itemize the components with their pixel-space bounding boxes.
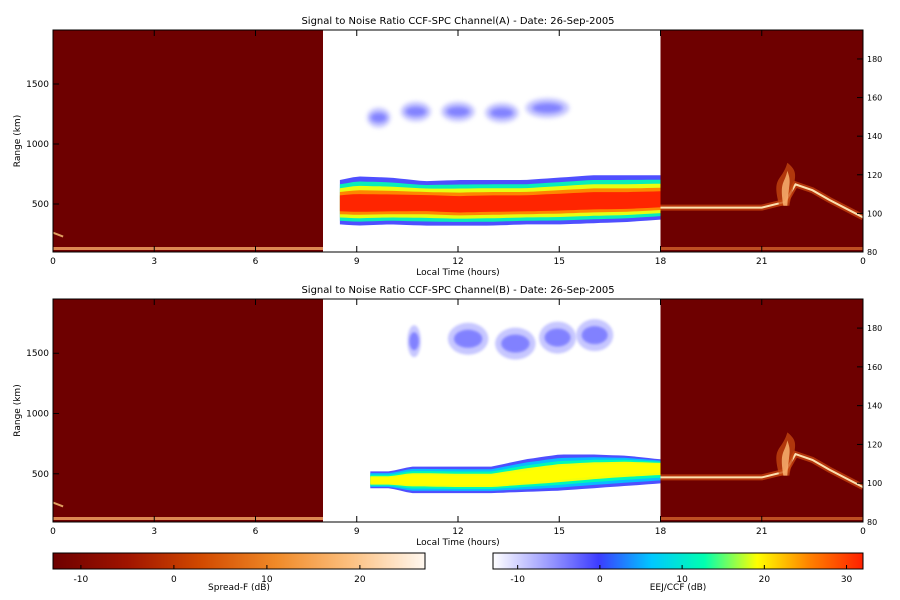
ccf-patch-core-1 (453, 329, 483, 348)
x-tick-label: 6 (253, 527, 259, 537)
colorbar-tick-label: 10 (676, 575, 688, 585)
y-tick-label: 1500 (26, 80, 49, 90)
x-axis-label: Local Time (hours) (416, 538, 499, 548)
x-tick-label: 21 (756, 257, 767, 267)
eej-band-core (339, 191, 661, 213)
plot-content (53, 319, 863, 520)
y-tick-label: 1500 (26, 349, 49, 359)
x-tick-label: 9 (354, 527, 360, 537)
x-tick-label: 9 (354, 257, 360, 267)
x-tick-label: 12 (452, 257, 463, 267)
colorbar-tick-label: -10 (510, 575, 525, 585)
night-block-morning (53, 299, 323, 522)
x-tick-label: 15 (554, 257, 565, 267)
eej-band (339, 175, 661, 226)
y-tick-label: 500 (32, 470, 49, 480)
x-tick-label: 0 (860, 527, 866, 537)
y2-tick-label: 100 (867, 209, 882, 218)
chart-title: Signal to Noise Ratio CCF-SPC Channel(A)… (301, 16, 614, 27)
panel-a: 0 3 6 9 12 15 18 21 0 500 1000 1500 80 100 120 140 160 18… (13, 16, 882, 278)
x-axis-label: Local Time (hours) (416, 268, 499, 278)
colorbar-tick-label: 10 (261, 575, 273, 585)
x-tick-label: 18 (655, 527, 667, 537)
spreadf-bottom-line-morning (53, 247, 323, 250)
ccf-patch-core-2 (446, 106, 470, 117)
eej-band-core (370, 463, 661, 486)
spreadf-bottom-line-morning (53, 517, 323, 520)
colorbar-eej-label: EEJ/CCF (dB) (650, 583, 707, 593)
ccf-patch-core-0 (409, 332, 419, 351)
x-tick-label: 0 (50, 257, 56, 267)
colorbar-tick-label: 20 (759, 575, 771, 585)
colorbar-eej: EEJ/CCF (dB) -10 0 10 20 30 (492, 552, 864, 593)
colorbar-spreadf-ramp (52, 552, 426, 570)
spreadf-plume-inner (781, 440, 790, 476)
y2-tick-label: 120 (867, 171, 882, 180)
ccf-patches (407, 319, 614, 360)
y-tick-label: 1000 (26, 410, 49, 420)
colorbar-tick-label: 0 (597, 575, 603, 585)
colorbar-tick-label: 0 (171, 575, 177, 585)
y2-tick-label: 160 (867, 363, 882, 372)
x-tick-label: 0 (50, 527, 56, 537)
colorbar-spreadf: Spread-F (dB) -10 0 10 20 (52, 552, 426, 593)
y2-tick-label: 80 (867, 248, 877, 257)
ccf-patches (366, 98, 570, 128)
x-tick-label: 21 (756, 527, 767, 537)
chart-title: Signal to Noise Ratio CCF-SPC Channel(B)… (301, 285, 614, 296)
colorbar-eej-ramp (492, 552, 864, 570)
y-axis-label: Range (km) (13, 384, 23, 436)
y-tick-label: 500 (32, 200, 49, 210)
x-tick-label: 15 (554, 527, 565, 537)
ccf-patch-core-2 (501, 334, 530, 353)
night-block-evening (660, 299, 863, 522)
night-block-morning (53, 30, 323, 252)
y-axis-label: Range (km) (13, 115, 23, 167)
ccf-patch-core-3 (544, 328, 571, 347)
ccf-patch-core-3 (490, 107, 514, 118)
y2-tick-label: 160 (867, 94, 882, 103)
x-tick-label: 6 (253, 257, 259, 267)
y2-tick-label: 80 (867, 518, 877, 527)
ccf-patch-core-1 (405, 106, 427, 117)
ccf-patch-core-4 (581, 326, 608, 345)
y2-tick-label: 100 (867, 479, 882, 488)
ccf-patch-core-4 (532, 103, 563, 113)
night-block-evening (660, 30, 863, 252)
colorbar-spreadf-label: Spread-F (dB) (208, 583, 270, 593)
spreadf-morning-streak (53, 231, 64, 238)
plot-content (53, 98, 863, 250)
y2-tick-label: 140 (867, 402, 882, 411)
colorbar-tick-label: 30 (841, 575, 853, 585)
ccf-patch-core-0 (370, 112, 387, 123)
y2-tick-label: 140 (867, 132, 882, 141)
y2-tick-label: 180 (867, 55, 882, 64)
y2-tick-label: 180 (867, 324, 882, 333)
spreadf-plume-inner (781, 170, 790, 206)
x-tick-label: 3 (151, 257, 157, 267)
spreadf-morning-streak (53, 501, 64, 508)
x-tick-label: 12 (452, 527, 463, 537)
y2-tick-label: 120 (867, 440, 882, 449)
x-tick-label: 0 (860, 257, 866, 267)
colorbar-tick-label: -10 (74, 575, 89, 585)
x-tick-label: 18 (655, 257, 667, 267)
panel-b: 0 3 6 9 12 15 18 21 0 500 1000 1500 80 100 120 140 160 18… (13, 285, 882, 548)
eej-band (370, 454, 661, 494)
y-tick-label: 1000 (26, 140, 49, 150)
colorbar-tick-label: 20 (354, 575, 366, 585)
x-tick-label: 3 (151, 527, 157, 537)
